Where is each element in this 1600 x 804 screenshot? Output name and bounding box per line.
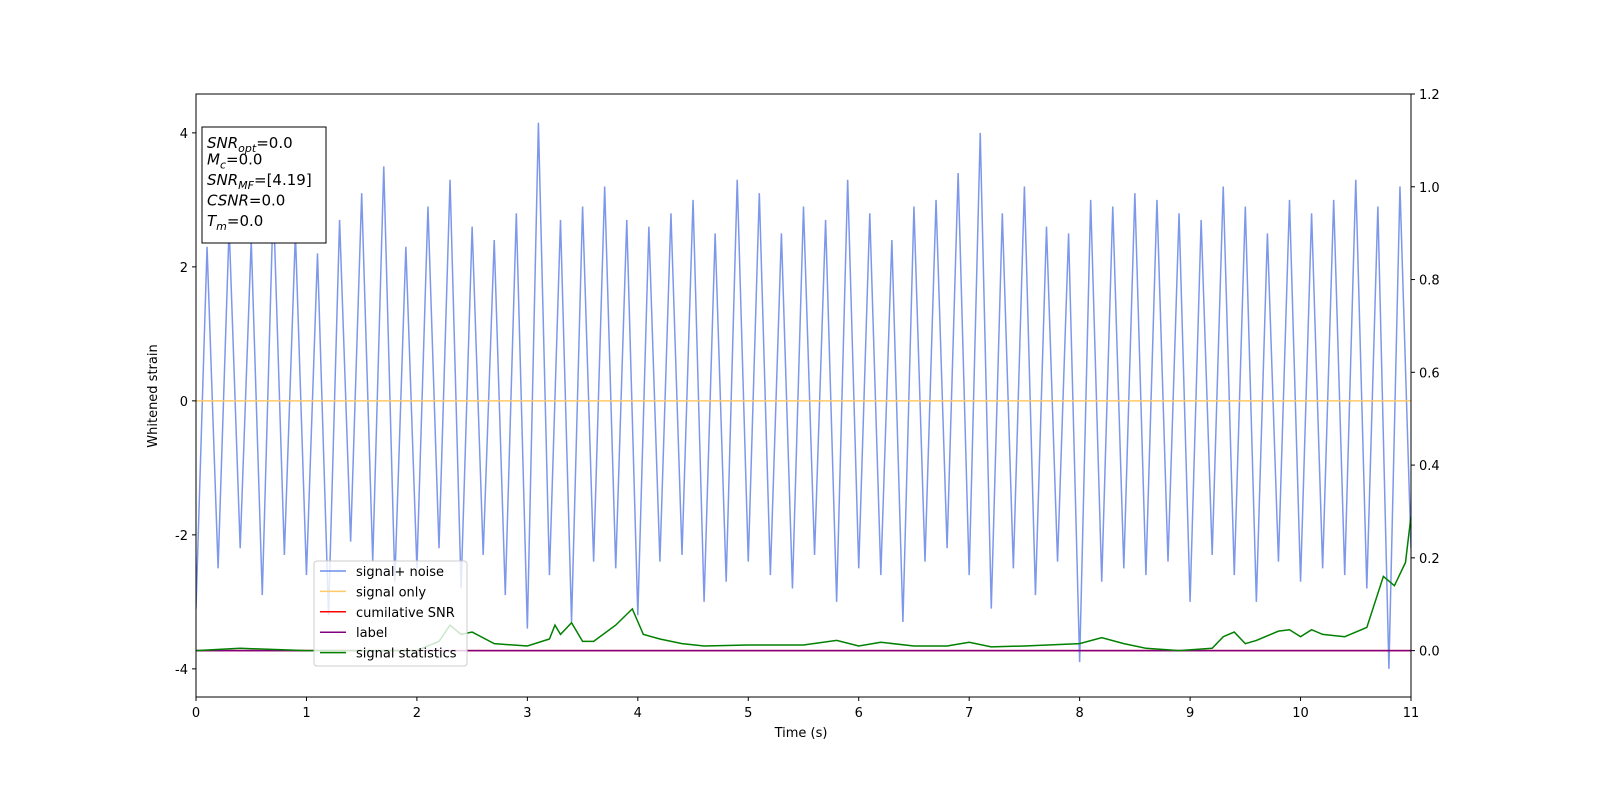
info-name: T [207,212,218,230]
y-tick-label: -4 [175,663,188,678]
info-line: Tm=0.0 [207,212,263,233]
y-tick-label: -2 [175,529,188,544]
series-line [196,516,1411,652]
info-name: CSNR [207,192,249,210]
info-sub: opt [238,142,257,155]
info-line: SNRopt=0.0 [207,134,293,155]
info-sub: MF [238,179,254,192]
info-box: SNRopt=0.0Mc=0.0SNRMF=[4.19]CSNR=0.0Tm=0… [201,126,327,244]
x-tick-label: 8 [1075,706,1083,721]
legend-label: signal statistics [356,647,457,662]
info-value: =0.0 [227,212,263,230]
legend-label: label [356,626,387,641]
info-box-frame [201,126,327,244]
x-tick-label: 7 [965,706,973,721]
y2-tick-label: 1.2 [1419,88,1440,103]
x-tick-label: 11 [1403,706,1420,721]
series-line [196,122,1411,669]
y2-tick-label: 1.0 [1419,181,1440,196]
plot-frame [195,93,1412,698]
x-axis-label: Time (s) [774,726,828,741]
x-tick-label: 10 [1292,706,1309,721]
x-tick-label: 6 [855,706,863,721]
x-tick-label: 2 [413,706,421,721]
info-sub: c [220,159,226,172]
info-name: M [207,151,220,169]
info-line: Mc=0.0 [207,151,262,172]
info-value: =0.0 [226,151,262,169]
y2-tick-label: 0.0 [1419,645,1440,660]
y-tick-label: 0 [180,395,188,410]
x-tick-label: 3 [523,706,531,721]
y2-tick-label: 0.4 [1419,459,1440,474]
y2-tick-label: 0.8 [1419,274,1440,289]
info-value: =0.0 [249,192,285,210]
info-line: SNRMF=[4.19] [207,171,312,192]
y-axis-label: Whitened strain [146,344,161,447]
info-sub: m [216,220,227,233]
x-tick-label: 0 [192,706,200,721]
y2-tick-label: 0.2 [1419,552,1440,567]
legend-label: signal+ noise [356,565,444,580]
info-name: SNR [207,134,238,152]
x-tick-label: 1 [302,706,310,721]
info-value: =0.0 [256,134,292,152]
x-tick-label: 9 [1186,706,1194,721]
x-tick-label: 4 [634,706,642,721]
legend: signal+ noise signal only cumilative SNR la… [313,560,468,667]
legend-label: cumilative SNR [356,606,455,621]
info-value: =[4.19] [254,171,312,189]
y2-tick-label: 0.6 [1419,366,1440,381]
y-tick-label: 2 [180,261,188,276]
info-name: SNR [207,171,238,189]
legend-frame [313,560,468,667]
info-line: CSNR=0.0 [207,192,285,210]
y-tick-label: 4 [180,127,188,142]
x-tick-label: 5 [744,706,752,721]
legend-label: signal only [356,585,426,600]
